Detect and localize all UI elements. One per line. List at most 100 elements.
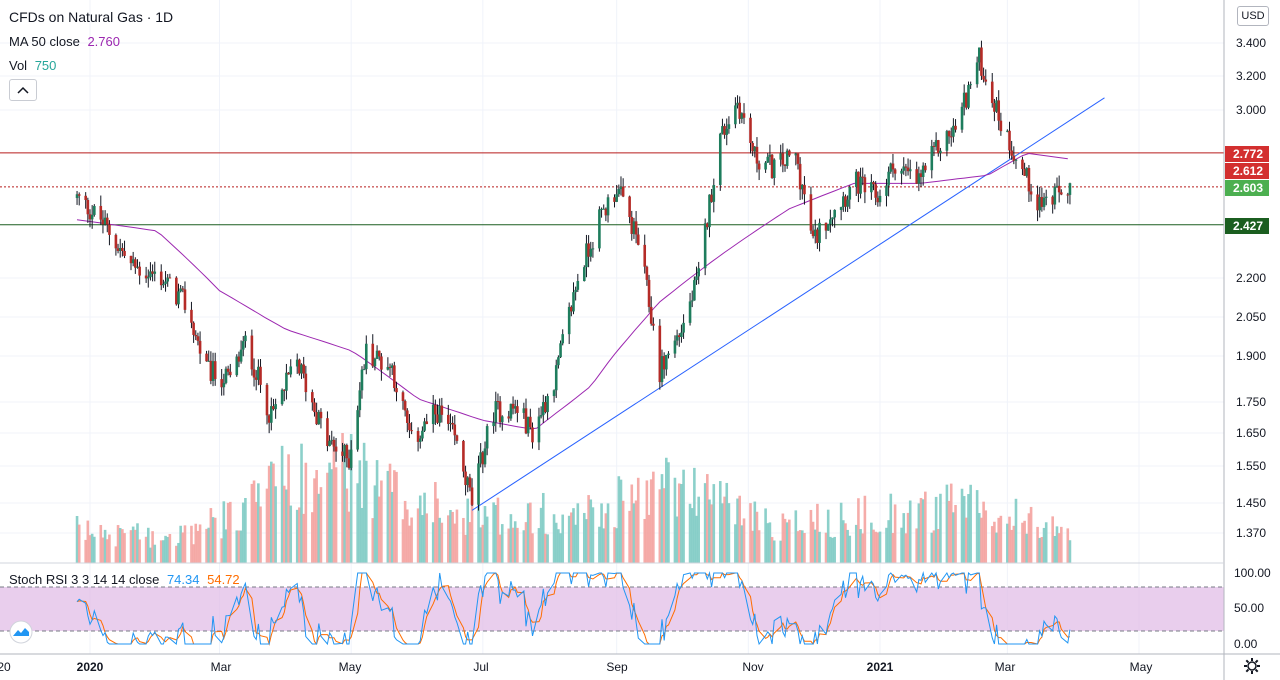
tradingview-logo-icon[interactable] <box>7 620 35 644</box>
stoch-legend[interactable]: Stoch RSI 3 3 14 14 close 74.34 54.72 <box>9 572 240 587</box>
volume-bar <box>606 503 610 563</box>
collapse-legend-button[interactable] <box>9 79 37 101</box>
candle-body <box>254 377 258 380</box>
volume-bar <box>134 529 137 563</box>
candle-body <box>464 471 467 486</box>
volume-bar <box>546 534 549 563</box>
volume-bar <box>582 512 586 563</box>
volume-bar <box>101 537 105 563</box>
volume-bar <box>213 517 217 563</box>
volume-bar <box>88 535 92 563</box>
candle-body <box>116 248 120 251</box>
candle-body <box>483 448 487 465</box>
candle-body <box>181 288 185 290</box>
currency-button[interactable]: USD <box>1237 6 1269 26</box>
volume-bar <box>570 512 573 563</box>
volume-bar <box>934 496 938 563</box>
volume-bar <box>695 515 698 563</box>
volume-bar <box>796 531 800 563</box>
volume-bar <box>757 530 761 563</box>
candle-body <box>690 300 694 302</box>
candle-body <box>136 266 139 268</box>
volume-bar <box>93 536 96 563</box>
candle-body <box>636 234 640 245</box>
ma-legend[interactable]: MA 50 close 2.760 <box>9 34 120 49</box>
candle-body <box>168 277 172 279</box>
volume-bar <box>375 460 379 563</box>
volume-bar <box>725 482 729 563</box>
candle-body <box>88 214 92 220</box>
volume-bar <box>1029 506 1033 563</box>
volume-bar <box>952 512 955 563</box>
volume-bar <box>874 531 877 563</box>
volume-bar <box>682 469 685 563</box>
volume-bar <box>453 523 457 563</box>
candle-body <box>438 405 441 423</box>
volume-bar <box>1008 516 1011 563</box>
volume-bar <box>222 501 226 563</box>
volume-bar <box>537 528 541 563</box>
time-axis: 20 2020 Mar May Jul Sep Nov 2021 Mar May <box>0 660 1152 674</box>
candle-body <box>270 406 273 423</box>
candle-body <box>466 477 470 486</box>
volume-bar <box>483 506 487 563</box>
volume-bar <box>900 527 903 563</box>
candle-body <box>613 197 616 202</box>
candle-body <box>757 163 761 170</box>
candle-body <box>332 439 336 447</box>
volume-bar <box>902 513 906 563</box>
volume-bar <box>194 523 198 563</box>
time-tick-label: Jul <box>473 660 488 674</box>
candle-body <box>393 365 396 389</box>
volume-bar <box>220 538 223 563</box>
candle-body <box>567 306 571 335</box>
candle-body <box>870 182 873 193</box>
candle-body <box>390 365 394 368</box>
candle-body <box>645 266 649 280</box>
volume-bar <box>198 524 202 563</box>
volume-bars <box>75 433 1072 563</box>
candle-body <box>282 389 286 391</box>
volume-legend[interactable]: Vol 750 <box>9 58 56 73</box>
volume-bar <box>136 523 139 563</box>
volume-bar <box>690 508 694 563</box>
volume-bar <box>362 442 366 563</box>
volume-bar <box>816 503 819 563</box>
candle-body <box>347 458 351 468</box>
volume-bar <box>334 467 338 563</box>
candle-body <box>619 186 623 190</box>
volume-bar <box>710 504 713 563</box>
volume-bar <box>449 510 452 563</box>
candle-body <box>930 145 934 171</box>
candle-body <box>803 184 806 195</box>
volume-bar <box>768 522 772 563</box>
candle-body <box>695 276 698 281</box>
volume-bar <box>485 516 489 563</box>
candle-body <box>589 248 593 257</box>
gear-icon[interactable] <box>1243 657 1261 675</box>
candle-body <box>440 405 444 415</box>
candle-body <box>280 389 284 405</box>
volume-bar <box>190 525 193 563</box>
volume-bar <box>244 497 247 563</box>
symbol-title: CFDs on Natural Gas · 1D <box>9 9 174 25</box>
candle-body <box>289 366 293 375</box>
volume-bar <box>1040 536 1044 563</box>
candle-body <box>1008 130 1011 151</box>
volume-bar <box>179 525 182 563</box>
volume-bar <box>598 526 601 563</box>
candle-body <box>878 195 882 203</box>
volume-bar <box>949 483 953 563</box>
candle-body <box>166 277 170 282</box>
time-tick-label: Nov <box>742 660 763 674</box>
candle-body <box>207 360 211 362</box>
price-tag-label: 2.612 <box>1233 164 1263 178</box>
volume-bar <box>947 500 951 563</box>
volume-bar <box>516 527 519 563</box>
chevron-up-icon <box>17 86 29 94</box>
candle-body <box>153 271 157 274</box>
candle-body <box>997 100 1001 121</box>
candle-body <box>826 224 830 231</box>
candle-body <box>205 353 208 362</box>
